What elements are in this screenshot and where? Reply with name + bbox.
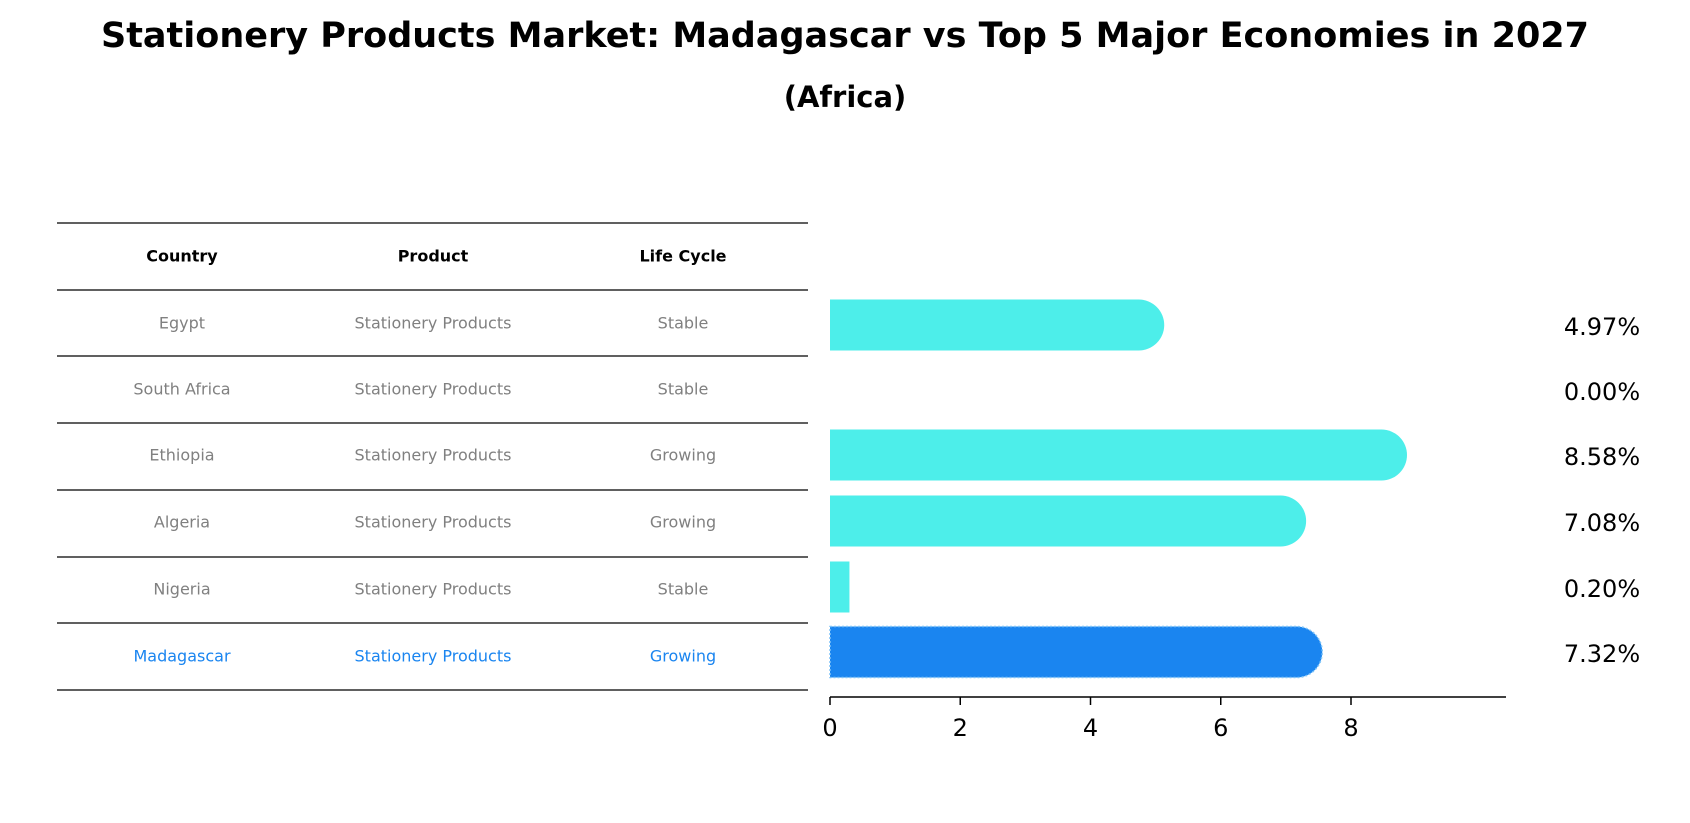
table-cell-product: Stationery Products [355,380,512,399]
data-label-south-africa: 0.00% [1564,378,1640,406]
data-label-algeria: 7.08% [1564,509,1640,537]
table-cell-country: Madagascar [133,647,230,666]
table-cell-life-cycle: Stable [658,314,709,333]
bar-chart: 4.97% 0.00% 8.58% 7.08% 0.20% 7.32% 0 2 4 6 8 [822,299,1640,742]
data-label-nigeria: 0.20% [1564,575,1640,603]
table-cell-life-cycle: Stable [658,380,709,399]
table-cell-country: Egypt [159,314,205,333]
table-cell-product: Stationery Products [355,314,512,333]
x-tick-label: 2 [953,714,968,742]
table-cell-product: Stationery Products [355,513,512,532]
data-label-madagascar: 7.32% [1564,640,1640,668]
bar-ethiopia [830,429,1407,481]
table-cell-life-cycle: Growing [650,647,716,666]
table-header-country-header: Country [146,247,218,266]
table-header-product-header: Product [398,247,469,266]
data-label-egypt: 4.97% [1564,313,1640,341]
table-cell-product: Stationery Products [355,580,512,599]
x-tick-label: 8 [1343,714,1358,742]
x-tick-label: 6 [1213,714,1228,742]
table-cell-product: Stationery Products [355,647,512,666]
table-cell-life-cycle: Stable [658,580,709,599]
table-cell-country: Nigeria [153,580,210,599]
table-cell-life-cycle: Growing [650,446,716,465]
table-cell-life-cycle: Growing [650,513,716,532]
bar-nigeria [830,561,850,613]
bar-madagascar [829,625,1324,679]
bar-algeria [830,495,1307,547]
x-tick-label: 4 [1083,714,1098,742]
data-label-ethiopia: 8.58% [1564,443,1640,471]
table-cell-country: Ethiopia [149,446,214,465]
table-cell-country: Algeria [154,513,210,532]
table-cell-product: Stationery Products [355,446,512,465]
bar-egypt [830,299,1165,351]
chart-subtitle: (Africa) [783,80,907,114]
table-header-life-cycle-header: Life Cycle [639,247,726,266]
table-cell-country: South Africa [133,380,230,399]
data-table: Country Product Life Cycle Egypt Stationery … [57,222,808,691]
chart-title: Stationery Products Market: Madagascar v… [100,16,1589,56]
x-tick-label: 0 [822,714,837,742]
